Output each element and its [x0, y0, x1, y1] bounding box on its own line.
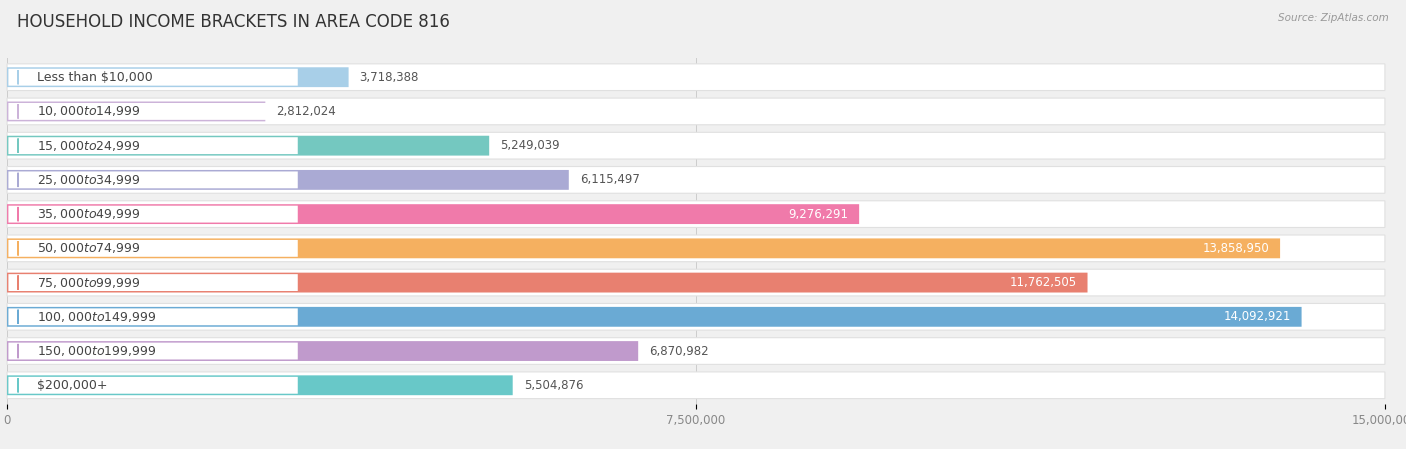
FancyBboxPatch shape [8, 308, 298, 325]
FancyBboxPatch shape [7, 338, 1385, 365]
Text: $25,000 to $34,999: $25,000 to $34,999 [38, 173, 141, 187]
Text: 6,115,497: 6,115,497 [579, 173, 640, 186]
FancyBboxPatch shape [8, 69, 298, 86]
FancyBboxPatch shape [7, 170, 569, 190]
Text: $200,000+: $200,000+ [38, 379, 108, 392]
FancyBboxPatch shape [7, 372, 1385, 399]
FancyBboxPatch shape [8, 103, 298, 120]
Text: Source: ZipAtlas.com: Source: ZipAtlas.com [1278, 13, 1389, 23]
FancyBboxPatch shape [7, 132, 1385, 159]
FancyBboxPatch shape [7, 238, 1279, 258]
FancyBboxPatch shape [7, 341, 638, 361]
Text: $35,000 to $49,999: $35,000 to $49,999 [38, 207, 141, 221]
Text: Less than $10,000: Less than $10,000 [38, 70, 153, 84]
FancyBboxPatch shape [8, 206, 298, 223]
FancyBboxPatch shape [7, 101, 266, 121]
FancyBboxPatch shape [8, 377, 298, 394]
FancyBboxPatch shape [7, 98, 1385, 125]
Text: $50,000 to $74,999: $50,000 to $74,999 [38, 242, 141, 255]
Text: $75,000 to $99,999: $75,000 to $99,999 [38, 276, 141, 290]
Text: 14,092,921: 14,092,921 [1223, 310, 1291, 323]
FancyBboxPatch shape [8, 137, 298, 154]
FancyBboxPatch shape [7, 204, 859, 224]
FancyBboxPatch shape [8, 274, 298, 291]
FancyBboxPatch shape [7, 201, 1385, 228]
Text: 2,812,024: 2,812,024 [277, 105, 336, 118]
Text: 13,858,950: 13,858,950 [1202, 242, 1270, 255]
Text: 3,718,388: 3,718,388 [360, 70, 419, 84]
FancyBboxPatch shape [8, 240, 298, 257]
FancyBboxPatch shape [7, 304, 1385, 330]
FancyBboxPatch shape [7, 307, 1302, 327]
Text: 5,504,876: 5,504,876 [523, 379, 583, 392]
FancyBboxPatch shape [7, 375, 513, 395]
FancyBboxPatch shape [7, 235, 1385, 262]
Text: $150,000 to $199,999: $150,000 to $199,999 [38, 344, 156, 358]
FancyBboxPatch shape [7, 64, 1385, 91]
Text: 9,276,291: 9,276,291 [789, 207, 848, 220]
FancyBboxPatch shape [7, 67, 349, 87]
Text: 11,762,505: 11,762,505 [1010, 276, 1077, 289]
Text: $10,000 to $14,999: $10,000 to $14,999 [38, 105, 141, 119]
FancyBboxPatch shape [8, 343, 298, 360]
Text: 5,249,039: 5,249,039 [501, 139, 560, 152]
FancyBboxPatch shape [7, 273, 1087, 292]
FancyBboxPatch shape [7, 167, 1385, 193]
Text: HOUSEHOLD INCOME BRACKETS IN AREA CODE 816: HOUSEHOLD INCOME BRACKETS IN AREA CODE 8… [17, 13, 450, 31]
Text: 6,870,982: 6,870,982 [650, 344, 709, 357]
FancyBboxPatch shape [7, 269, 1385, 296]
FancyBboxPatch shape [8, 172, 298, 188]
Text: $100,000 to $149,999: $100,000 to $149,999 [38, 310, 156, 324]
Text: $15,000 to $24,999: $15,000 to $24,999 [38, 139, 141, 153]
FancyBboxPatch shape [7, 136, 489, 156]
